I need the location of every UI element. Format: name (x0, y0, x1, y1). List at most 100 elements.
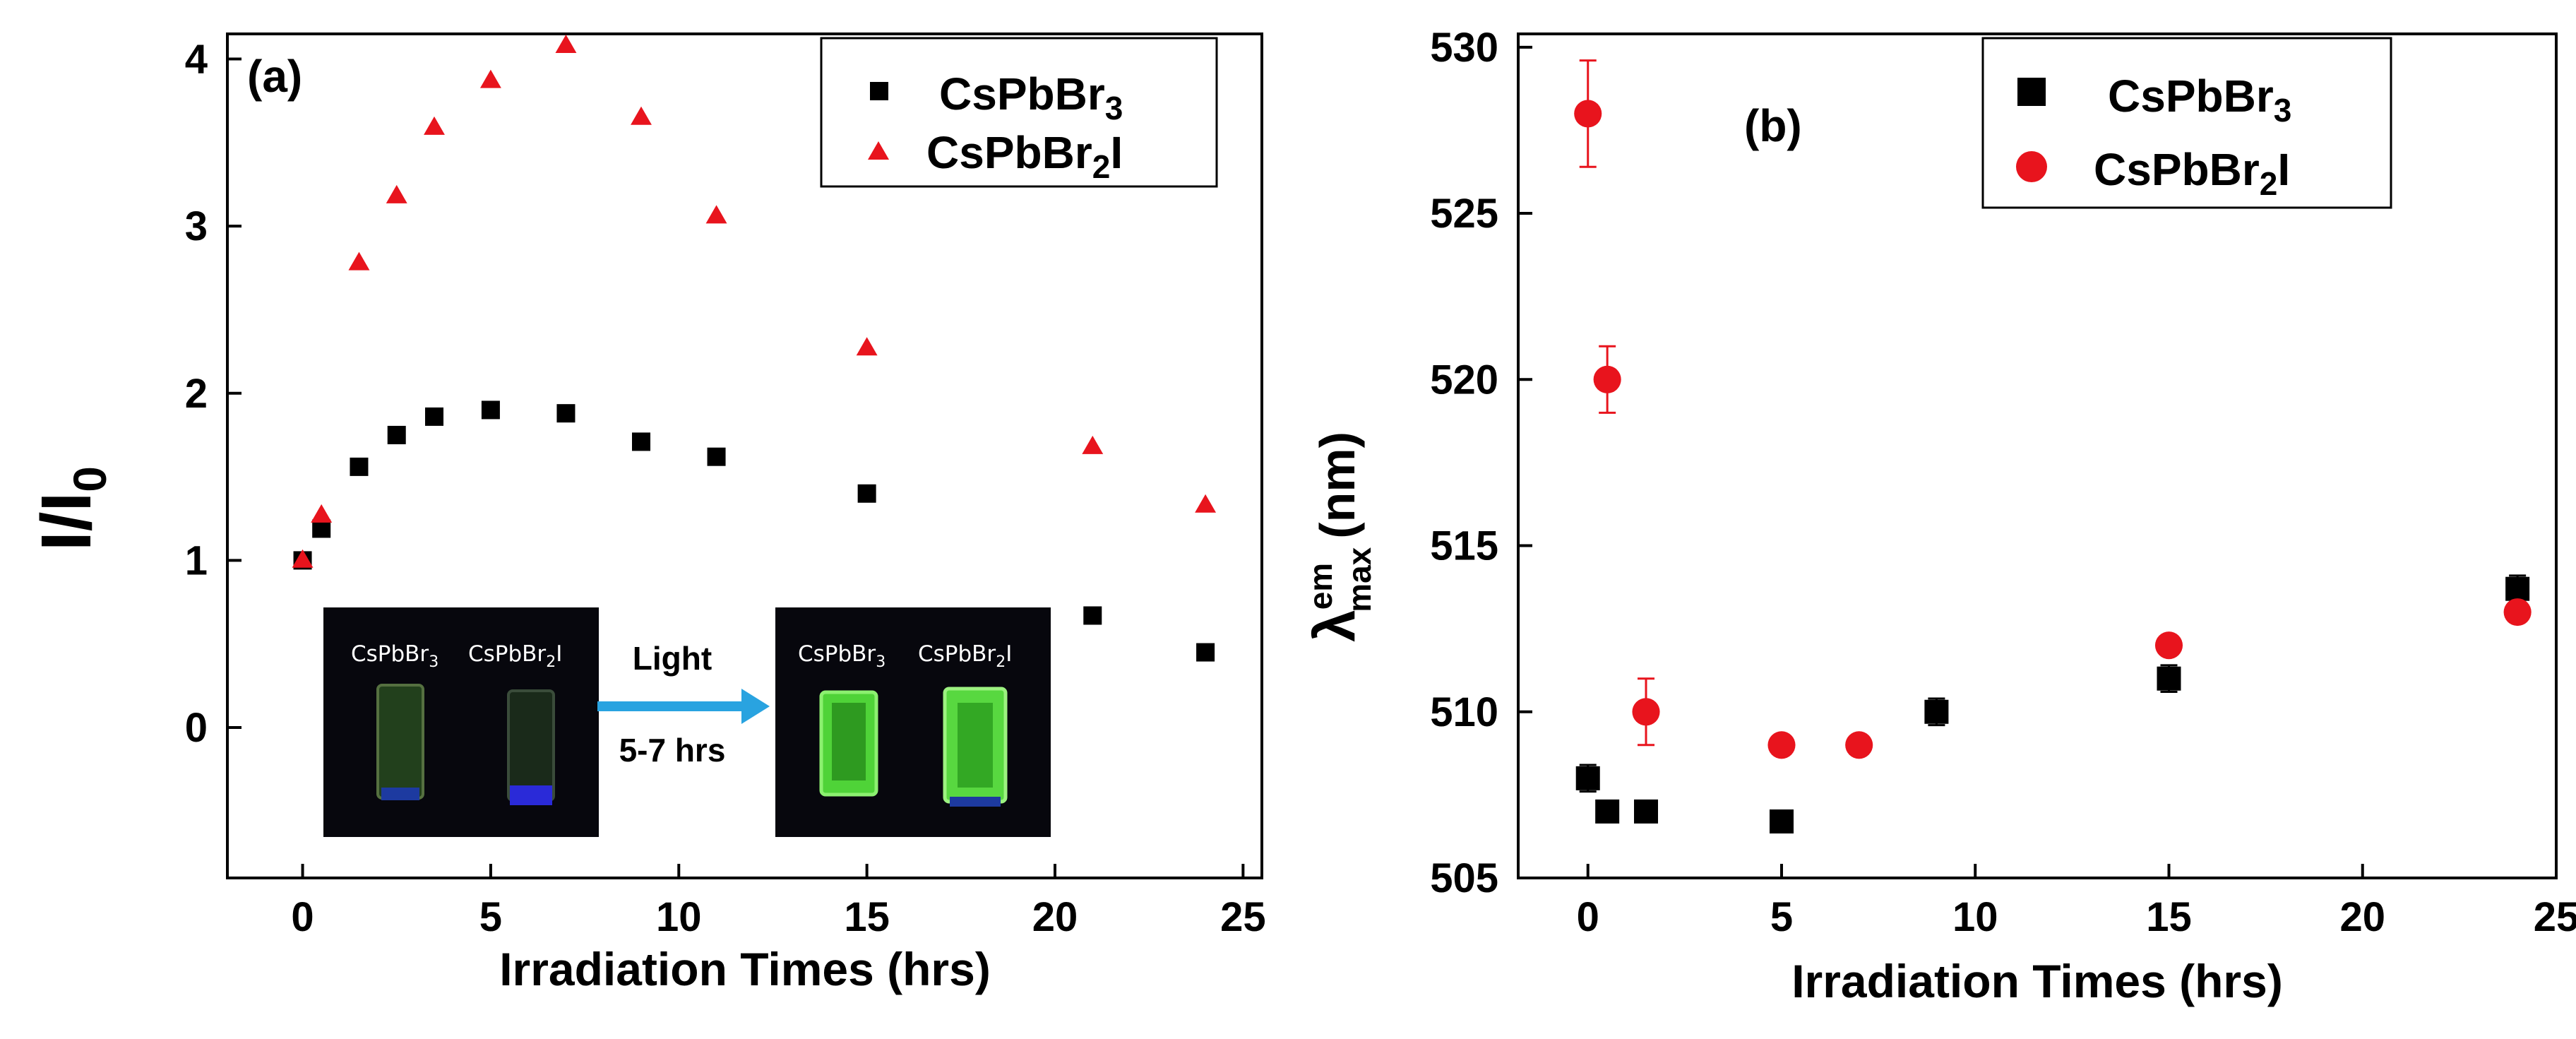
data-point-cspbbr2i (424, 116, 445, 135)
data-point-cspbbr3 (707, 447, 726, 466)
x-tick-label: 0 (291, 894, 314, 940)
data-point-cspbbr3 (1634, 799, 1659, 824)
panel-b-y-ticks: 505 510 515 520 525 530 (1430, 25, 1532, 901)
inset-arrow-head (741, 689, 770, 724)
x-tick-label: 15 (2146, 894, 2192, 940)
data-point-cspbbr2i (1632, 698, 1660, 726)
legend-a-marker-cspbbr2i (868, 141, 889, 160)
y-tick-label: 510 (1430, 689, 1498, 735)
data-point-cspbbr2i (631, 106, 652, 125)
y-tick-label: 4 (185, 36, 208, 82)
data-point-cspbbr3 (2505, 576, 2530, 601)
panel-a-y-ticks: 0 1 2 3 4 (185, 36, 242, 751)
legend-b-label-cspbbr2i: CsPbBr2I (2094, 144, 2290, 202)
data-point-cspbbr2i (292, 549, 314, 568)
y-tick-label: 2 (185, 371, 208, 417)
data-point-cspbbr3 (1595, 799, 1620, 824)
inset-before-vial-base-cspbbr2i (510, 785, 552, 805)
panel-a-legend: CsPbBr3 CsPbBr2I (820, 37, 1218, 188)
legend-a-marker-cspbbr3 (870, 82, 888, 100)
inset-before-label-cspbbr2i: CsPbBr2I (468, 641, 562, 671)
x-tick-label: 15 (844, 894, 890, 940)
panel-a-y-axis-label: I/I0 (27, 466, 116, 551)
y-tick-label: 525 (1430, 191, 1498, 237)
data-point-cspbbr2i (1845, 731, 1873, 759)
y-tick-label: 515 (1430, 523, 1498, 569)
panel-b-label: (b) (1744, 100, 1802, 151)
panel-a-label: (a) (247, 51, 302, 102)
inset-after-label-cspbbr3: CsPbBr3 (798, 641, 886, 671)
data-point-cspbbr3 (481, 400, 500, 420)
data-point-cspbbr3 (387, 425, 406, 444)
inset-before-vial-base-cspbbr3 (381, 788, 419, 800)
inset-after-label-cspbbr2i: CsPbBr2I (918, 641, 1012, 671)
panel-b-data-points (1574, 59, 2532, 834)
y-tick-label: 0 (185, 705, 208, 751)
y-tick-label: 1 (185, 538, 208, 583)
inset-arrow: Light 5-7 hrs (597, 640, 770, 768)
data-point-cspbbr2i (386, 184, 407, 203)
panel-b-plot-frame (1517, 32, 2558, 879)
data-point-cspbbr2i (1767, 731, 1796, 759)
data-point-cspbbr3 (2157, 666, 2181, 691)
panel-a-data-points (292, 34, 1217, 662)
data-point-cspbbr2i (856, 337, 878, 356)
inset-photo-after: CsPbBr3 CsPbBr2I (775, 607, 1051, 837)
data-point-cspbbr3 (857, 484, 876, 503)
data-point-cspbbr2i (2154, 631, 2183, 660)
y-tick-label: 505 (1430, 855, 1498, 901)
data-point-cspbbr3 (1575, 766, 1600, 790)
x-tick-label: 10 (1952, 894, 1998, 940)
inset-arrow-label-light: Light (633, 640, 712, 677)
data-point-cspbbr2i (479, 69, 501, 88)
legend-b-marker-cspbbr2i (2016, 151, 2047, 182)
panel-a-x-axis-label: Irradiation Times (hrs) (499, 943, 991, 995)
legend-a-label-cspbbr3: CsPbBr3 (939, 69, 1123, 126)
data-point-cspbbr3 (632, 432, 650, 451)
inset-after-vial-shade-cspbbr2i (958, 703, 993, 788)
data-point-cspbbr2i (705, 205, 727, 224)
panel-a-chart: 0 1 2 3 4 0 5 10 15 20 25 Irradiation Times (hrs)… (27, 32, 1266, 995)
data-point-cspbbr3 (425, 407, 443, 426)
data-point-cspbbr3 (1083, 606, 1102, 625)
data-point-cspbbr3 (1196, 643, 1215, 662)
data-point-cspbbr3 (350, 457, 369, 476)
x-tick-label: 25 (2534, 894, 2576, 940)
data-point-cspbbr3 (1769, 809, 1794, 834)
data-point-cspbbr3 (556, 404, 576, 423)
data-point-cspbbr3 (1924, 699, 1949, 724)
data-point-cspbbr2i (1082, 435, 1104, 454)
inset-before-vial-cspbbr2i (507, 689, 555, 802)
panel-a-x-ticks: 0 5 10 15 20 25 (291, 864, 1266, 940)
inset-after-vial-base-cspbbr2i (950, 797, 1001, 807)
panel-b-x-axis-label: Irradiation Times (hrs) (1791, 955, 2283, 1007)
inset-after-vial-shade-cspbbr3 (832, 703, 866, 780)
data-point-cspbbr2i (1593, 365, 1621, 393)
data-point-cspbbr2i (2503, 598, 2532, 627)
panel-a-plot-frame (226, 32, 1263, 879)
panel-b-x-ticks: 0 5 10 15 20 25 (1577, 864, 2576, 940)
y-tick-label: 520 (1430, 357, 1498, 403)
x-tick-label: 25 (1220, 894, 1266, 940)
data-point-cspbbr2i (311, 504, 333, 523)
x-tick-label: 5 (479, 894, 502, 940)
panel-b-y-axis-label: λemmax(nm) (1302, 432, 1378, 642)
panel-b-legend: CsPbBr3 CsPbBr2I (1981, 37, 2392, 209)
data-point-cspbbr2i (555, 34, 577, 53)
data-point-cspbbr2i (1195, 494, 1217, 513)
panel-b-legend-box (1981, 37, 2392, 209)
legend-a-label-cspbbr2i: CsPbBr2I (926, 127, 1123, 185)
inset-before-vial-cspbbr3 (376, 684, 424, 800)
data-point-cspbbr2i (1574, 100, 1602, 128)
panel-a-legend-box (820, 37, 1218, 188)
y-tick-label: 530 (1430, 25, 1498, 71)
x-tick-label: 20 (1032, 894, 1078, 940)
legend-b-label-cspbbr3: CsPbBr3 (2108, 71, 2291, 129)
legend-b-marker-cspbbr3 (2017, 78, 2046, 106)
y-tick-label: 3 (185, 203, 208, 249)
inset-arrow-label-duration: 5-7 hrs (619, 732, 726, 768)
data-point-cspbbr2i (348, 251, 370, 271)
x-tick-label: 5 (1770, 894, 1793, 940)
